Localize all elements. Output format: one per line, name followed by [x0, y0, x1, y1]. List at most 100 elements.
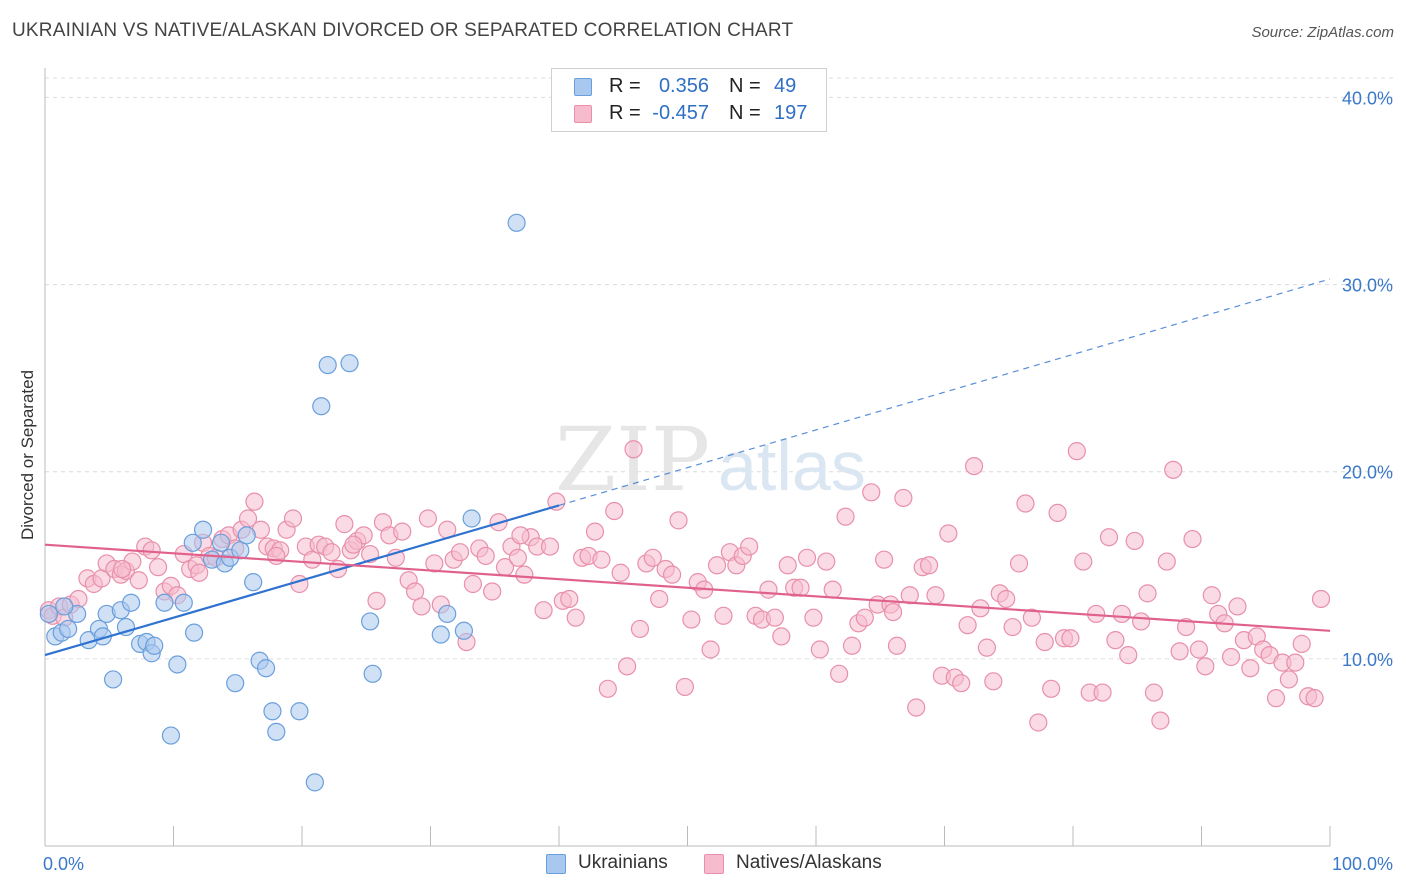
correlation-legend: R = 0.356 N = 49 R = -0.457 N = 197: [551, 68, 827, 132]
watermark: ZIP atlas: [555, 408, 866, 511]
data-point-natives: [1286, 653, 1305, 672]
data-point-ukrainians: [454, 621, 474, 640]
data-point-ukrainians: [168, 655, 187, 674]
legend-swatch-pink: [704, 854, 724, 874]
data-point-natives: [1144, 683, 1164, 702]
data-point-natives: [1022, 608, 1041, 627]
y-tick-label: 30.0%: [1342, 276, 1393, 296]
y-axis-label: Divorced or Separated: [18, 369, 37, 541]
data-point-natives: [245, 492, 264, 511]
data-point-natives: [984, 672, 1003, 691]
data-point-natives: [977, 638, 997, 657]
data-point-natives: [823, 580, 842, 599]
data-point-ukrainians: [431, 625, 450, 644]
data-point-ukrainians: [155, 593, 174, 612]
data-point-natives: [939, 524, 958, 543]
data-point-natives: [1164, 460, 1183, 479]
data-point-natives: [605, 501, 624, 521]
legend-n-value: 197: [774, 102, 808, 124]
data-point-natives: [830, 664, 849, 683]
data-point-ukrainians: [104, 670, 123, 689]
data-point-natives: [283, 509, 303, 528]
data-point-natives: [1202, 586, 1221, 605]
data-point-natives: [926, 586, 945, 605]
source-label: Source: ZipAtlas.com: [1251, 24, 1394, 41]
data-point-natives: [1061, 629, 1080, 648]
legend-label-ukrainians: Ukrainians: [578, 852, 668, 873]
data-point-ukrainians: [145, 636, 164, 655]
data-point-natives: [1112, 604, 1131, 624]
data-point-natives: [804, 608, 823, 627]
data-point-natives: [1228, 597, 1247, 616]
data-point-natives: [450, 543, 470, 562]
data-point-natives: [1125, 531, 1144, 551]
legend-n-label: N =: [729, 75, 761, 97]
data-point-ukrainians: [161, 726, 181, 745]
trend-line-ukrainians: [44, 504, 560, 657]
data-point-natives: [405, 582, 425, 601]
data-point-ukrainians: [263, 702, 282, 721]
data-point-natives: [707, 556, 727, 575]
data-point-natives: [740, 537, 759, 556]
data-point-natives: [547, 492, 566, 511]
data-point-natives: [1196, 657, 1215, 676]
watermark-zip: ZIP: [555, 408, 710, 511]
data-point-ukrainians: [312, 397, 331, 416]
data-point-natives: [1279, 670, 1298, 689]
data-point-natives: [611, 563, 630, 582]
data-point-natives: [1106, 631, 1125, 650]
watermark-atlas: atlas: [718, 427, 866, 505]
data-point-natives: [855, 608, 874, 627]
chart-title: UKRAINIAN VS NATIVE/ALASKAN DIVORCED OR …: [12, 20, 794, 41]
data-point-natives: [919, 556, 939, 575]
data-point-natives: [367, 591, 386, 610]
data-point-natives: [290, 574, 309, 594]
data-point-natives: [624, 440, 643, 459]
data-point-natives: [662, 565, 682, 584]
y-tick-label: 40.0%: [1342, 88, 1393, 108]
x-tick-label-max: 100.0%: [1332, 854, 1393, 874]
data-point-natives: [190, 563, 209, 582]
x-tick-labels: 0.0% 100.0%: [43, 854, 1393, 874]
legend-label-natives: Natives/Alaskans: [736, 852, 882, 873]
data-point-natives: [463, 574, 483, 594]
data-point-ukrainians: [438, 604, 457, 624]
data-point-natives: [669, 511, 688, 530]
data-point-natives: [1035, 632, 1054, 652]
legend-r-value: -0.457: [652, 102, 709, 124]
data-point-natives: [540, 537, 560, 556]
data-point-natives: [1151, 711, 1170, 730]
data-point-natives: [862, 483, 881, 502]
data-point-ukrainians: [507, 213, 526, 232]
data-point-ukrainians: [361, 612, 380, 631]
data-point-natives: [1266, 689, 1286, 708]
data-point-natives: [1157, 552, 1176, 571]
data-point-natives: [1029, 713, 1048, 732]
data-point-natives: [964, 457, 984, 476]
data-point-natives: [592, 550, 611, 569]
data-point-natives: [335, 515, 354, 534]
data-point-natives: [412, 597, 431, 616]
data-point-natives: [887, 636, 907, 655]
data-point-natives: [344, 535, 363, 554]
data-point-natives: [1183, 529, 1202, 549]
data-point-natives: [515, 565, 534, 584]
ukrainians-points: [39, 213, 526, 792]
data-point-natives: [952, 674, 971, 693]
data-point-natives: [1003, 617, 1022, 637]
legend-r-value: 0.356: [658, 75, 709, 97]
data-point-natives: [1170, 642, 1189, 661]
data-point-natives: [112, 559, 132, 579]
axes: [44, 68, 1331, 847]
data-point-ukrainians: [174, 593, 193, 612]
data-point-ukrainians: [226, 674, 245, 693]
legend-swatch-pink: [574, 105, 592, 123]
data-point-natives: [907, 698, 926, 717]
data-point-natives: [765, 608, 784, 627]
data-point-ukrainians: [193, 520, 213, 539]
data-point-natives: [1176, 617, 1196, 637]
data-point-ukrainians: [256, 659, 276, 678]
data-point-natives: [772, 627, 791, 646]
data-point-natives: [1099, 528, 1119, 547]
data-point-natives: [1119, 646, 1138, 665]
